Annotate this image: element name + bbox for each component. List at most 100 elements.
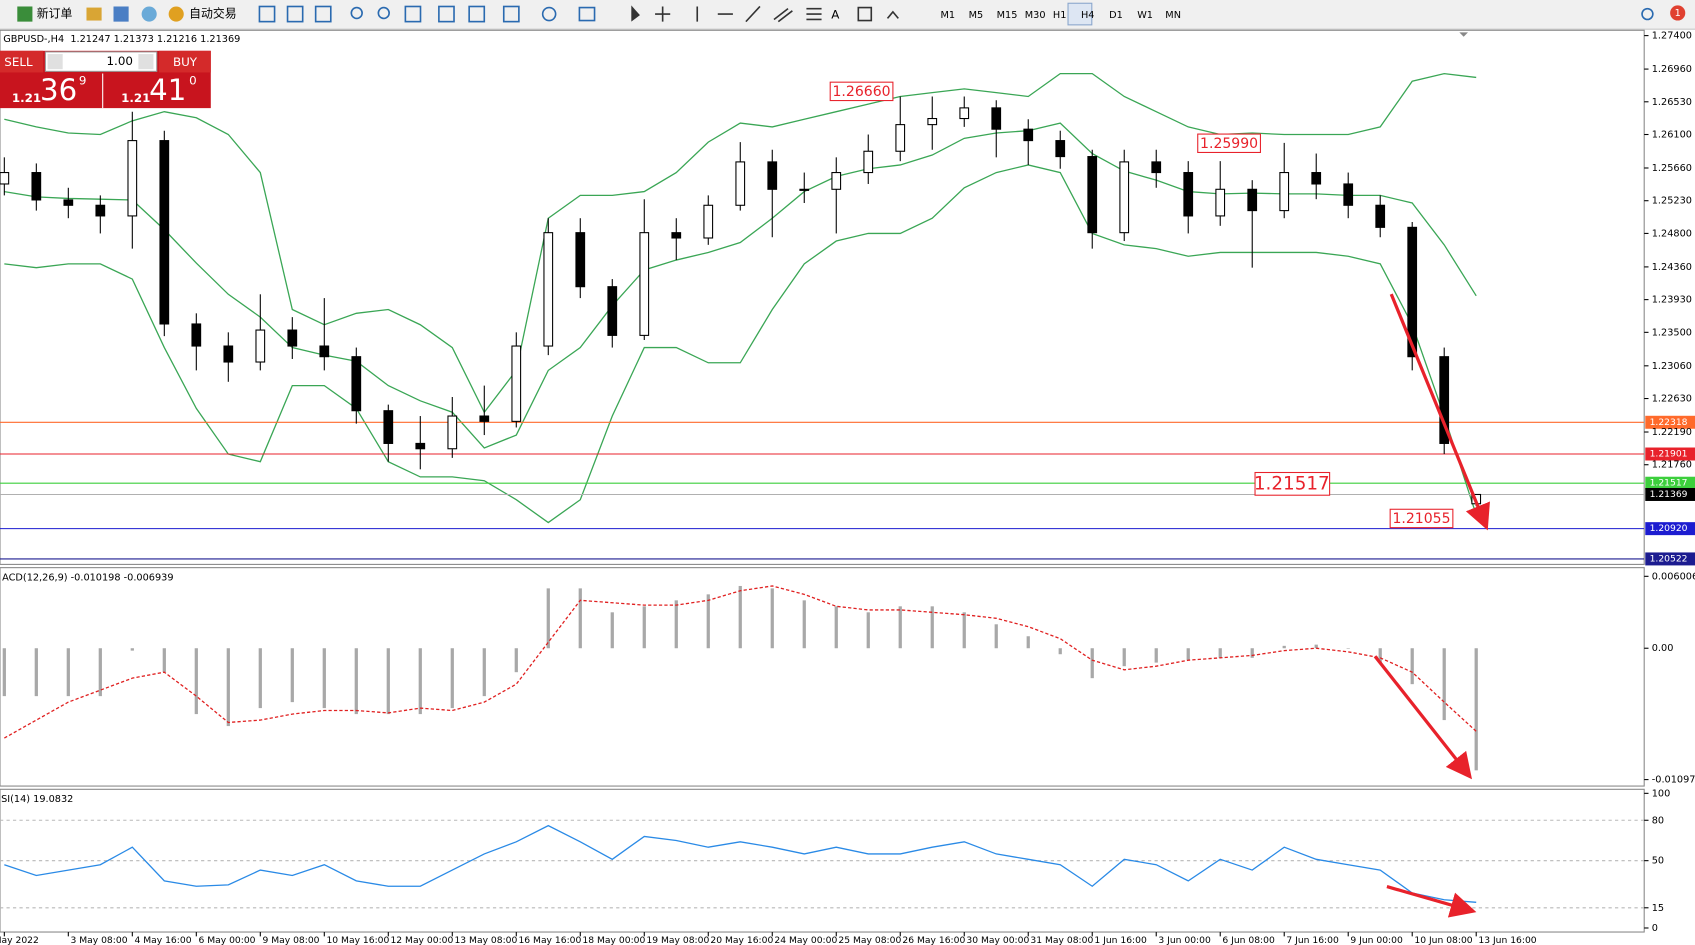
arrow-tool[interactable] [886,10,899,19]
period-button[interactable]: M5 [969,10,984,21]
x-tick-label: 1 Jun 16:00 [1094,935,1147,945]
period-button[interactable]: M1 [940,10,955,21]
tool-icon[interactable] [314,5,332,23]
cursor-tool[interactable] [631,5,640,22]
macd-bar [130,648,134,651]
macd-bar [1314,644,1318,649]
candle-body [319,345,330,358]
macd-bar [418,648,422,715]
new-order-icon[interactable] [17,6,33,22]
fib-tool[interactable] [806,7,822,21]
auto-trading-button[interactable]: 自动交易 [189,7,236,21]
macd-bar [1250,648,1254,658]
period-icon[interactable] [541,6,557,22]
x-tick-label: 10 May 16:00 [326,935,389,945]
annotations: 1.26660 1.25990 1.21517 1.21055 [829,81,1490,918]
candle-body [95,204,106,217]
trend-arrow [1386,885,1477,918]
auto-trading-icon[interactable] [168,6,184,22]
y-tick-label: 100 [1652,788,1671,799]
macd-bar [98,648,102,697]
sell-label[interactable]: SELL [4,55,33,69]
price-level-label: 1.20920 [1650,523,1688,534]
text-tool[interactable]: A [831,8,840,22]
candle-body [63,199,74,206]
template-icon[interactable] [578,6,596,22]
lots-down[interactable] [47,54,63,70]
macd-bar [738,585,742,649]
candle-body [1375,204,1386,228]
buy-label[interactable]: BUY [173,55,198,69]
macd-bar [162,648,166,673]
tool-icon[interactable] [438,5,455,23]
sell-price-pips[interactable]: 36 [40,73,77,107]
sell-button[interactable] [0,50,44,73]
candle-body [1087,156,1098,234]
toolbar-icon[interactable] [113,6,129,22]
price-header: GBPUSD-,H4 1.21247 1.21373 1.21216 1.213… [3,34,240,45]
candle-body [1055,140,1066,158]
lots-up[interactable] [138,54,154,70]
candle-body [191,323,202,347]
candle-body [479,415,490,422]
period-button[interactable]: D1 [1109,10,1123,21]
macd-bar [1218,648,1222,658]
buy-price-big[interactable]: 1.21 [121,91,150,105]
macd-bar [1186,648,1190,661]
period-button[interactable]: H4 [1081,10,1094,21]
tool-icon[interactable] [404,5,422,23]
toolbar-icon[interactable] [86,7,102,21]
zoom-out[interactable] [377,6,390,20]
x-tick-label: 20 May 16:00 [710,935,773,945]
sell-price-frac[interactable]: 9 [79,74,87,88]
y-tick-label: 80 [1652,815,1664,826]
period-button[interactable]: W1 [1137,10,1153,21]
macd-bar [674,600,678,649]
annotation: 1.26660 [833,84,891,100]
candle-body [863,150,874,174]
macd-bar [1154,648,1158,663]
lots-input[interactable] [44,51,158,72]
x-tick-label: 16 May 16:00 [518,935,581,945]
toolbar-icon[interactable] [141,6,157,22]
trendline-tool[interactable] [745,5,761,23]
buy-button[interactable] [158,50,211,73]
candle-body [895,124,906,152]
candle-body [127,140,138,217]
annotation: 1.25990 [1200,136,1258,152]
new-order-button[interactable]: 新订单 [37,7,73,21]
period-button[interactable]: MN [1165,10,1181,21]
macd-bar [1282,645,1286,649]
tool-icon[interactable] [258,5,276,23]
text-label-tool[interactable] [857,6,873,22]
crosshair-tool[interactable] [655,6,671,22]
candle-body [223,345,234,363]
tool-icon[interactable] [286,5,304,23]
tool-icon[interactable] [468,5,486,23]
macd-bar [1346,648,1350,649]
lots-value[interactable]: 1.00 [107,54,133,68]
annotation-box [1389,508,1454,529]
buy-price-pips[interactable]: 41 [149,73,186,107]
search-icon[interactable] [1641,7,1654,21]
y-tick-label: 1.25230 [1652,196,1692,207]
candle-body [799,188,810,191]
y-tick-label: 1.24800 [1652,228,1692,239]
price-level-label: 1.20522 [1650,553,1688,564]
macd-bar [898,606,902,649]
period-button[interactable]: H1 [1053,10,1066,21]
price-level-tag [1645,552,1695,566]
period-button[interactable]: M15 [997,10,1018,21]
buy-price-frac[interactable]: 0 [189,74,197,88]
macd-bar [386,648,390,715]
zoom-in[interactable] [350,6,363,20]
trend-arrow [1373,655,1473,780]
channel-tool[interactable] [773,8,793,23]
period-button[interactable]: M30 [1025,10,1046,21]
macd-bar [1410,648,1414,685]
axes: 1.223181.219011.215171.213691.209201.205… [0,31,1695,945]
notification-badge[interactable] [1670,5,1686,21]
sell-price-big[interactable]: 1.21 [12,91,41,105]
tool-icon[interactable] [502,5,520,23]
